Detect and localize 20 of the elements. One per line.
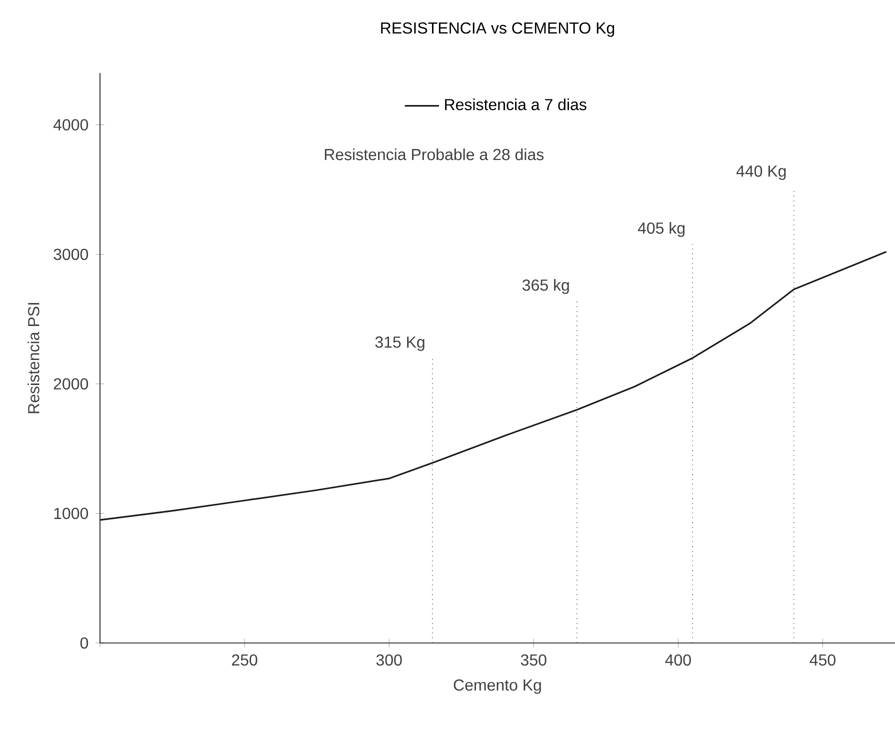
y-axis-title: Resistencia PSI — [28, 303, 40, 414]
x-tick-label: 300 — [376, 654, 402, 666]
annotation: Resistencia Probable a 28 dias — [324, 148, 544, 160]
chart-title: RESISTENCIA vs CEMENTO Kg — [381, 22, 614, 37]
x-tick-label: 400 — [665, 654, 691, 666]
y-tick-label: 4000 — [53, 119, 88, 130]
x-axis-title: Cemento Kg — [454, 679, 541, 694]
y-tick-label: 0 — [80, 637, 88, 649]
line-series — [100, 250, 888, 521]
ref-line-label: 365 kg — [522, 279, 569, 294]
ref-line-label: 315 Kg — [375, 336, 424, 351]
legend-label: Resistencia a 7 dias — [445, 98, 586, 110]
x-tick-label: 450 — [810, 654, 836, 666]
y-tick-label: 2000 — [54, 378, 88, 390]
y-tick-label: 3000 — [54, 248, 88, 260]
x-tick-label: 250 — [232, 654, 258, 666]
ref-line-label: 405 kg — [638, 222, 685, 237]
ref-line-label: 440 Kg — [736, 165, 786, 180]
x-tick-label: 350 — [520, 654, 546, 666]
y-tick-label: 1000 — [54, 508, 88, 520]
